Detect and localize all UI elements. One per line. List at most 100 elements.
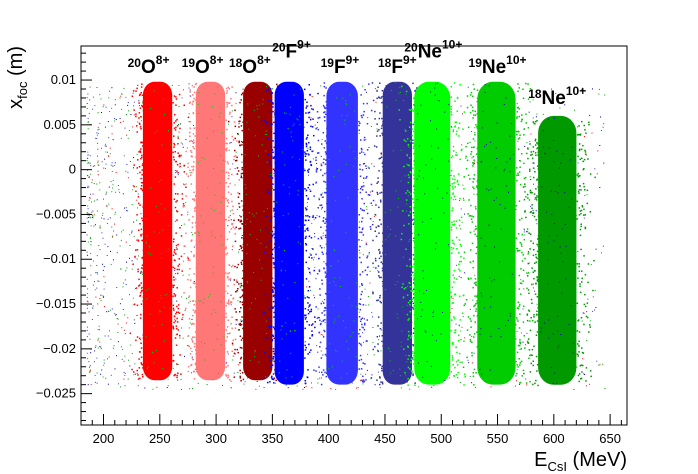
noise-point — [136, 186, 138, 188]
speckle-point — [417, 318, 418, 320]
halo-point — [133, 303, 136, 305]
band-20Ne10+ — [414, 81, 451, 385]
halo-point — [225, 329, 228, 331]
noise-point — [87, 208, 89, 210]
noise-point — [365, 304, 367, 306]
halo-point — [138, 278, 140, 281]
speckle-point — [255, 135, 257, 137]
halo-point — [382, 123, 384, 125]
speckle-point — [404, 175, 406, 177]
halo-point — [580, 364, 583, 366]
noise-point — [87, 154, 89, 156]
halo-point — [524, 176, 527, 179]
speckle-point — [560, 162, 562, 164]
halo-point — [466, 329, 469, 331]
speckle-point — [484, 145, 486, 147]
halo-point — [323, 94, 325, 97]
halo-point — [240, 200, 243, 202]
noise-point — [274, 382, 276, 384]
halo-point — [530, 317, 532, 319]
halo-point — [457, 339, 460, 342]
halo-point — [515, 237, 518, 239]
halo-point — [456, 110, 458, 112]
speckle-point — [336, 350, 338, 352]
speckle-point — [558, 345, 560, 347]
halo-point — [474, 134, 476, 136]
speckle-point — [431, 334, 433, 336]
noise-point — [469, 375, 471, 377]
halo-point — [304, 318, 307, 320]
speckle-point — [498, 327, 500, 329]
halo-point — [366, 102, 368, 105]
halo-point — [467, 213, 469, 215]
halo-point — [266, 124, 269, 127]
halo-point — [578, 175, 580, 177]
halo-point — [474, 233, 476, 235]
halo-point — [360, 358, 363, 361]
speckle-point — [444, 380, 446, 381]
halo-point — [457, 359, 459, 361]
noise-point — [102, 212, 104, 214]
noise-point — [365, 168, 367, 169]
halo-point — [137, 270, 139, 273]
halo-point — [140, 141, 142, 144]
halo-point — [190, 364, 192, 367]
noise-point — [324, 299, 326, 301]
noise-point — [525, 344, 527, 346]
halo-point — [454, 329, 457, 331]
speckle-point — [418, 234, 420, 236]
speckle-point — [345, 100, 347, 101]
halo-point — [362, 379, 365, 381]
halo-point — [516, 317, 518, 319]
halo-point — [365, 340, 368, 342]
noise-point — [460, 277, 462, 279]
halo-point — [453, 150, 455, 152]
speckle-point — [146, 298, 148, 300]
noise-point — [114, 165, 116, 166]
halo-point — [369, 218, 372, 220]
speckle-point — [339, 277, 341, 279]
noise-point — [104, 243, 106, 245]
halo-point — [268, 159, 270, 161]
noise-point — [523, 229, 525, 231]
halo-point — [227, 272, 229, 275]
halo-point — [274, 296, 276, 299]
halo-point — [141, 104, 143, 107]
speckle-point — [145, 243, 147, 244]
noise-point — [86, 307, 88, 309]
noise-point — [320, 321, 322, 323]
halo-point — [314, 321, 316, 323]
halo-point — [240, 216, 242, 218]
halo-point — [526, 287, 528, 290]
noise-point — [175, 278, 177, 280]
halo-point — [469, 261, 472, 263]
noise-point — [375, 101, 377, 103]
noise-point — [104, 167, 106, 169]
speckle-point — [508, 191, 509, 193]
speckle-point — [500, 336, 502, 338]
halo-point — [239, 324, 241, 326]
noise-point — [123, 371, 125, 373]
speckle-point — [570, 305, 572, 307]
speckle-point — [258, 361, 260, 363]
noise-point — [564, 104, 566, 106]
halo-point — [326, 127, 328, 130]
halo-point — [322, 217, 325, 219]
noise-point — [305, 386, 307, 388]
speckle-point — [555, 383, 557, 385]
halo-point — [183, 171, 186, 173]
halo-point — [413, 192, 415, 194]
halo-point — [523, 198, 526, 201]
halo-point — [323, 329, 325, 332]
halo-point — [358, 129, 360, 131]
isotope-charge: 9+ — [403, 53, 417, 67]
halo-point — [236, 173, 239, 175]
halo-point — [173, 293, 175, 295]
noise-point — [532, 287, 534, 289]
halo-point — [473, 336, 475, 338]
halo-point — [306, 320, 308, 323]
speckle-point — [541, 186, 543, 188]
halo-point — [243, 353, 245, 355]
speckle-point — [499, 204, 501, 206]
speckle-point — [434, 248, 436, 250]
